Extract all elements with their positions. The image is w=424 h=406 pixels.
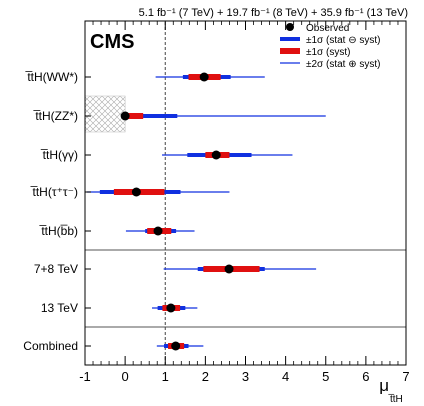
x-axis-label-subscript: t̅tH bbox=[388, 393, 403, 405]
category-label: Combined bbox=[23, 339, 78, 353]
legend-label: ±1σ (stat ⊖ syst) bbox=[306, 35, 381, 46]
category-label: t̅tH(b̅b) bbox=[39, 224, 78, 238]
legend-label: Observed bbox=[306, 23, 349, 34]
observed-marker bbox=[171, 341, 181, 351]
x-tick-label: 7 bbox=[402, 369, 409, 384]
x-axis: -1 0 1 2 3 4 5 6 7μt̅tH bbox=[79, 21, 410, 405]
category-label: t̅tH(τ⁺τ⁻) bbox=[30, 185, 78, 199]
legend-label: ±1σ (syst) bbox=[306, 47, 350, 58]
x-tick-label: 0 bbox=[122, 369, 129, 384]
x-tick-label: -1 bbox=[79, 369, 91, 384]
category-labels: t̅tH(WW*) t̅tH(ZZ*) t̅tH(γγ) t̅tH(τ⁺τ⁻) t̅tH… bbox=[23, 70, 78, 353]
observed-marker bbox=[166, 303, 176, 313]
legend-marker-observed bbox=[286, 23, 294, 31]
x-tick-label: 4 bbox=[282, 369, 289, 384]
observed-marker bbox=[224, 264, 234, 274]
x-tick-label: 1 bbox=[162, 369, 169, 384]
x-axis-label: μ bbox=[379, 376, 389, 395]
observed-marker bbox=[199, 72, 209, 82]
excluded-region-hatch bbox=[84, 95, 126, 133]
x-tick-label: 5 bbox=[322, 369, 329, 384]
x-tick-label: 6 bbox=[362, 369, 369, 384]
observed-marker bbox=[211, 150, 221, 160]
plot-area bbox=[84, 22, 406, 365]
category-label: t̅tH(ZZ*) bbox=[33, 109, 78, 123]
x-tick-label: 2 bbox=[202, 369, 209, 384]
observed-marker bbox=[120, 111, 130, 121]
observed-marker bbox=[153, 226, 163, 236]
legend-label: ±2σ (stat ⊕ syst) bbox=[306, 59, 381, 70]
legend: Observed±1σ (stat ⊖ syst)±1σ (syst)±2σ (… bbox=[280, 23, 381, 70]
observed-marker bbox=[131, 187, 141, 197]
category-label: 7+8 TeV bbox=[34, 262, 78, 276]
experiment-label: CMS bbox=[90, 31, 134, 53]
category-label: 13 TeV bbox=[41, 301, 78, 315]
luminosity-label: 5.1 fb⁻¹ (7 TeV) + 19.7 fb⁻¹ (8 TeV) + 3… bbox=[139, 7, 408, 19]
category-label: t̅tH(WW*) bbox=[25, 70, 78, 84]
x-tick-label: 3 bbox=[242, 369, 249, 384]
category-label: t̅tH(γγ) bbox=[40, 148, 78, 162]
